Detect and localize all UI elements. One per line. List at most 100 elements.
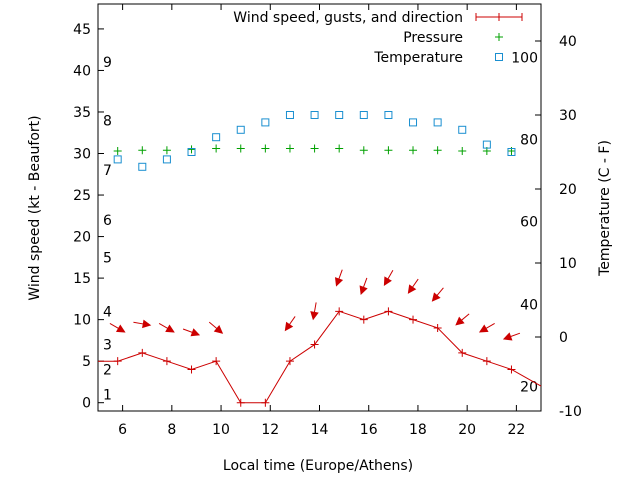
- beaufort-label: 5: [103, 250, 112, 266]
- temperature-point: [507, 148, 516, 156]
- wind-direction-arrow: [478, 323, 495, 333]
- wind-speed-point: [113, 357, 122, 366]
- wind-direction-arrow: [133, 319, 152, 329]
- wind-direction-arrow: [359, 277, 368, 295]
- wind-direction-arrow: [284, 316, 296, 332]
- wind-speed-point: [458, 348, 467, 357]
- wind-speed-point: [285, 357, 294, 366]
- y-tick-label: 35: [73, 105, 91, 121]
- x-tick-label: 16: [360, 422, 378, 438]
- wind-arrow-head: [190, 328, 201, 337]
- wind-direction-arrow: [383, 270, 394, 286]
- temperature-point: [359, 111, 368, 119]
- temperature-point: [335, 111, 344, 119]
- x-tick-label: 20: [458, 422, 476, 438]
- legend-label: Pressure: [403, 30, 463, 46]
- data-layer: [98, 111, 542, 407]
- y-tick-label: 10: [73, 313, 91, 329]
- pressure-point: [162, 146, 171, 155]
- wind-speed-point: [409, 315, 418, 324]
- wind-speed-point: [507, 365, 516, 374]
- wind-speed-point: [482, 357, 491, 366]
- fahrenheit-label: 80: [520, 132, 538, 148]
- legend-label: Wind speed, gusts, and direction: [233, 10, 463, 26]
- beaufort-label: 6: [103, 213, 112, 229]
- x-tick-label: 10: [212, 422, 230, 438]
- y2-tick-label: 40: [559, 34, 577, 50]
- y2-tick-label: 10: [559, 256, 577, 272]
- axis-ticks: 6 8 10 12 14 16 18 20 22051015202530354045-10010…: [73, 4, 582, 438]
- wind-direction-arrow: [502, 332, 521, 341]
- pressure-point: [335, 144, 344, 153]
- wind-arrow-head: [213, 324, 224, 334]
- wind-speed-point: [359, 315, 368, 324]
- beaufort-label: 3: [103, 338, 112, 354]
- y-tick-label: 0: [82, 396, 91, 412]
- legend-pressure-symbol: [495, 33, 503, 41]
- wind-speed-line: [98, 310, 542, 404]
- wind-arrow-head: [284, 321, 294, 332]
- y-tick-label: 45: [73, 22, 91, 38]
- pressure-point: [409, 146, 418, 155]
- pressure-point: [187, 145, 196, 154]
- pressure-point: [285, 144, 294, 153]
- pressure-point: [138, 146, 147, 155]
- temperature-point: [433, 118, 442, 127]
- temperature-point: [261, 118, 270, 127]
- temperature-point: [187, 148, 196, 156]
- wind-speed-point: [162, 357, 171, 366]
- wind-speed-point: [384, 307, 393, 316]
- wind-speed-point: [138, 348, 147, 357]
- temperature-point: [113, 155, 122, 164]
- wind-speed-point: [335, 307, 344, 316]
- plot-frame: [97, 3, 542, 412]
- x-tick-label: 8: [167, 422, 176, 438]
- wind-arrow-head: [359, 285, 368, 295]
- temperature-point: [409, 118, 418, 127]
- beaufort-label: 2: [103, 362, 112, 378]
- pressure-point: [384, 146, 393, 155]
- temperature-point: [384, 111, 393, 119]
- beaufort-label: 7: [103, 163, 112, 179]
- beaufort-label: 8: [103, 113, 112, 129]
- y2-tick-label: -10: [559, 404, 582, 420]
- y-tick-label: 30: [73, 147, 91, 163]
- y2-tick-label: 30: [559, 108, 577, 124]
- pressure-point: [236, 144, 245, 153]
- wind-speed-point: [236, 398, 245, 407]
- y-tick-label: 40: [73, 63, 91, 79]
- x-tick-label: 6: [118, 422, 127, 438]
- temperature-point: [236, 125, 245, 134]
- temperature-point: [458, 125, 467, 134]
- y-axis-label: Wind speed (kt - Beaufort): [27, 115, 43, 300]
- legend-label: Temperature: [373, 50, 463, 66]
- pressure-point: [433, 146, 442, 155]
- wind-direction-arrow: [109, 323, 126, 333]
- y-tick-label: 15: [73, 271, 91, 287]
- temperature-point: [285, 111, 294, 119]
- wind-speed-point: [212, 357, 221, 366]
- x-tick-label: 12: [261, 422, 279, 438]
- fahrenheit-label: 100: [511, 50, 538, 66]
- legend-wind-symbol: [475, 13, 523, 21]
- y2-tick-label: 20: [559, 182, 577, 198]
- wind-arrow-head: [383, 276, 392, 286]
- temperature-point: [138, 162, 147, 171]
- temperature-point: [310, 111, 319, 119]
- fahrenheit-scale: 20 40 60 80 100: [511, 50, 538, 395]
- wind-direction-arrow: [158, 323, 175, 333]
- wind-arrow-head: [431, 292, 441, 302]
- wind-direction-arrow: [334, 269, 344, 287]
- temperature-point: [482, 140, 491, 149]
- beaufort-label: 9: [103, 55, 112, 71]
- pressure-point: [212, 144, 221, 153]
- wind-arrow-head: [455, 316, 465, 326]
- pressure-point: [113, 147, 122, 156]
- y2-tick-label: 0: [559, 330, 568, 346]
- pressure-point: [458, 147, 467, 156]
- wind-direction-arrow: [455, 313, 470, 326]
- wind-speed-point: [433, 323, 442, 332]
- x-tick-label: 22: [507, 422, 525, 438]
- fahrenheit-label: 60: [520, 215, 538, 231]
